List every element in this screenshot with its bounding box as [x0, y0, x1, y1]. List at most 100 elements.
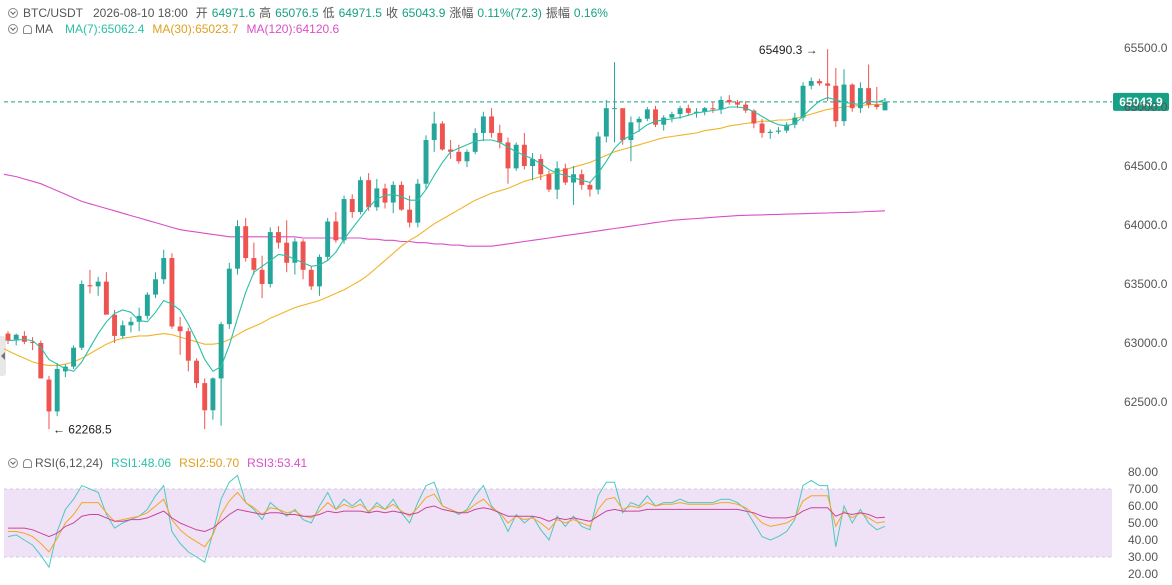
candle-body [300, 241, 306, 270]
candle [423, 135, 429, 190]
candle [571, 166, 577, 205]
candle [677, 105, 683, 119]
candle-body [267, 232, 273, 284]
candle-body [726, 99, 732, 103]
amplitude-value: 0.16% [573, 5, 608, 20]
candle-body [579, 174, 585, 185]
candle-body [349, 199, 355, 213]
price-tick-label: 63000.0 [1124, 336, 1168, 350]
candle [808, 77, 814, 90]
candle [538, 154, 544, 181]
candle-body [54, 368, 60, 412]
rsi-tick-label: 70.00 [1128, 482, 1158, 496]
candle-body [735, 102, 740, 105]
candle-body [120, 325, 126, 336]
candle [284, 220, 290, 273]
rsi-alert-bell-icon[interactable] [23, 458, 32, 468]
candle [374, 178, 380, 211]
candle-body [464, 151, 470, 162]
candle [30, 337, 36, 351]
candle [759, 118, 765, 138]
candle-body [177, 326, 183, 332]
candle-body [784, 124, 790, 131]
price-tick-label: 64000.0 [1124, 218, 1168, 232]
candle [579, 169, 585, 190]
candle-body [226, 268, 232, 325]
candle [710, 102, 716, 113]
price-tick-label: 65500.0 [1124, 41, 1168, 55]
candle-body [489, 116, 495, 133]
candle-body [292, 241, 298, 263]
candle-body [79, 284, 85, 348]
ohlc-header: BTC/USDT 2026-08-10 18:00 开 64971.6 高 65… [8, 4, 612, 21]
candle [202, 378, 208, 430]
change-label: 涨幅 [449, 6, 474, 20]
candle [316, 254, 322, 296]
candle [603, 99, 609, 143]
low-label: 低 [322, 6, 335, 20]
candle [489, 108, 495, 138]
candle-body [251, 258, 257, 270]
candle [38, 340, 44, 379]
candle-body [849, 84, 855, 109]
candle [161, 249, 167, 284]
candle [218, 321, 224, 426]
candle [841, 69, 847, 126]
candle [636, 116, 642, 132]
candle [349, 194, 355, 218]
candle-body [136, 315, 142, 322]
collapse-chevron-icon[interactable] [8, 7, 18, 18]
candle-body [554, 168, 560, 190]
candle [71, 345, 77, 369]
candle [439, 121, 445, 151]
candle-body [161, 258, 167, 280]
candle [259, 255, 265, 299]
candle [464, 149, 470, 168]
candle-body [759, 123, 765, 133]
candle [644, 107, 650, 122]
candle-body [833, 85, 839, 122]
candle [103, 272, 109, 315]
expand-panel-arrow-icon[interactable] [0, 336, 6, 376]
candle [300, 239, 306, 280]
rsi-title: RSI(6,12,24) [35, 456, 104, 470]
candle-body [636, 118, 642, 123]
alert-bell-icon[interactable] [23, 24, 32, 34]
candle-body [620, 108, 626, 141]
candle-body [882, 101, 888, 111]
candle [415, 178, 421, 228]
rsi-tick-label: 20.00 [1128, 567, 1158, 581]
candle [87, 269, 93, 294]
candle-body [587, 184, 593, 190]
price-tick-label: 65000.0 [1124, 100, 1168, 114]
ma30-legend: MA(30):65023.7 [152, 22, 239, 36]
candle [718, 96, 724, 115]
candle [669, 111, 675, 123]
rsi-tick-label: 50.00 [1128, 516, 1158, 530]
candle [357, 176, 363, 215]
rsi-tick-label: 40.00 [1128, 533, 1158, 547]
candle [5, 331, 11, 345]
candle [390, 181, 396, 214]
candle [341, 195, 347, 244]
candle-body [866, 88, 872, 105]
candle-body [792, 117, 798, 125]
low-price-marker: ← 62268.5 [53, 422, 112, 436]
candle [751, 109, 757, 129]
candle-body [546, 174, 552, 190]
candle [530, 153, 536, 181]
price-tick-label: 62500.0 [1124, 395, 1168, 409]
change-value: 0.11%(72.3) [477, 5, 542, 20]
ma-collapse-chevron-icon[interactable] [8, 24, 18, 34]
candle-body [407, 209, 413, 223]
candle-body [128, 321, 134, 326]
candle [546, 170, 552, 192]
rsi-tick-label: 80.00 [1128, 465, 1158, 479]
candle [243, 217, 249, 262]
ma7-legend: MA(7):65062.4 [65, 22, 145, 36]
candle-body [366, 180, 372, 208]
rsi-collapse-chevron-icon[interactable] [8, 458, 18, 468]
candle-body [513, 144, 519, 169]
price-axis: 62500.0 63000.0 63500.0 64000.0 64500.0 65000… [1124, 41, 1168, 409]
